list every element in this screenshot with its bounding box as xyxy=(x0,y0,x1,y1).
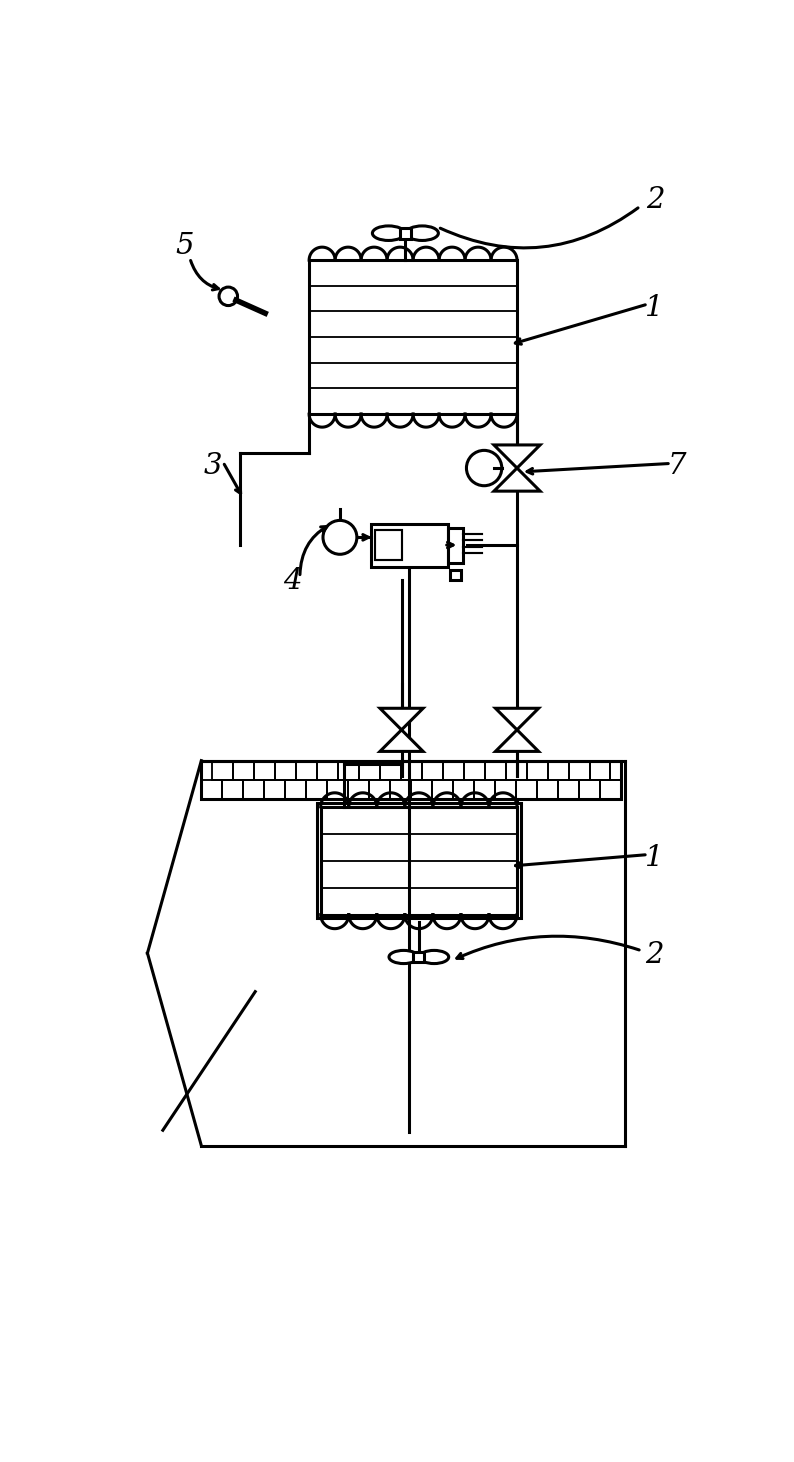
Bar xyxy=(375,531,402,560)
Bar xyxy=(401,760,422,779)
Bar xyxy=(411,779,432,800)
Circle shape xyxy=(323,520,357,554)
Bar xyxy=(202,779,222,800)
Bar xyxy=(369,779,390,800)
Bar xyxy=(222,779,243,800)
Bar xyxy=(275,760,295,779)
Text: 7: 7 xyxy=(668,452,687,480)
Text: 1: 1 xyxy=(645,294,663,322)
Bar xyxy=(558,779,579,800)
Bar xyxy=(569,760,589,779)
Bar xyxy=(400,228,410,238)
Bar xyxy=(495,779,516,800)
Bar xyxy=(285,779,306,800)
Bar xyxy=(359,760,380,779)
Circle shape xyxy=(466,450,502,485)
Bar xyxy=(390,779,411,800)
Polygon shape xyxy=(495,730,538,751)
Bar xyxy=(506,760,526,779)
Bar xyxy=(516,779,537,800)
Bar xyxy=(579,779,600,800)
Bar xyxy=(254,760,275,779)
Bar xyxy=(264,779,285,800)
Bar xyxy=(474,779,495,800)
Bar xyxy=(243,779,264,800)
Bar xyxy=(548,760,569,779)
Bar xyxy=(484,760,506,779)
Bar xyxy=(422,760,442,779)
Bar xyxy=(450,570,461,580)
Text: 4: 4 xyxy=(283,567,302,595)
Bar xyxy=(611,760,621,779)
Text: 2: 2 xyxy=(646,186,665,213)
Bar xyxy=(327,779,349,800)
Bar xyxy=(589,760,611,779)
Bar xyxy=(380,760,401,779)
Bar xyxy=(349,779,369,800)
Bar xyxy=(600,779,621,800)
Polygon shape xyxy=(380,730,423,751)
Bar xyxy=(309,260,517,414)
Bar xyxy=(233,760,254,779)
Bar xyxy=(202,760,621,800)
Text: 1: 1 xyxy=(645,845,663,873)
Polygon shape xyxy=(495,708,538,730)
Bar xyxy=(526,760,548,779)
Bar xyxy=(448,528,463,563)
Bar xyxy=(414,952,424,962)
Bar xyxy=(337,760,359,779)
Text: 3: 3 xyxy=(203,452,222,480)
Bar xyxy=(321,807,517,915)
Bar xyxy=(537,779,558,800)
Bar xyxy=(212,760,233,779)
Bar xyxy=(371,525,448,567)
Text: 2: 2 xyxy=(645,940,663,969)
Polygon shape xyxy=(380,708,423,730)
Bar xyxy=(317,803,521,918)
Ellipse shape xyxy=(406,227,438,240)
Bar xyxy=(317,760,337,779)
Polygon shape xyxy=(494,468,540,491)
Bar xyxy=(306,779,327,800)
Bar xyxy=(442,760,464,779)
Bar xyxy=(453,779,474,800)
Bar xyxy=(295,760,317,779)
Ellipse shape xyxy=(389,950,418,963)
Ellipse shape xyxy=(372,227,405,240)
Bar xyxy=(464,760,484,779)
Ellipse shape xyxy=(419,950,449,963)
Bar xyxy=(432,779,453,800)
Polygon shape xyxy=(494,444,540,468)
Text: 5: 5 xyxy=(175,232,194,260)
